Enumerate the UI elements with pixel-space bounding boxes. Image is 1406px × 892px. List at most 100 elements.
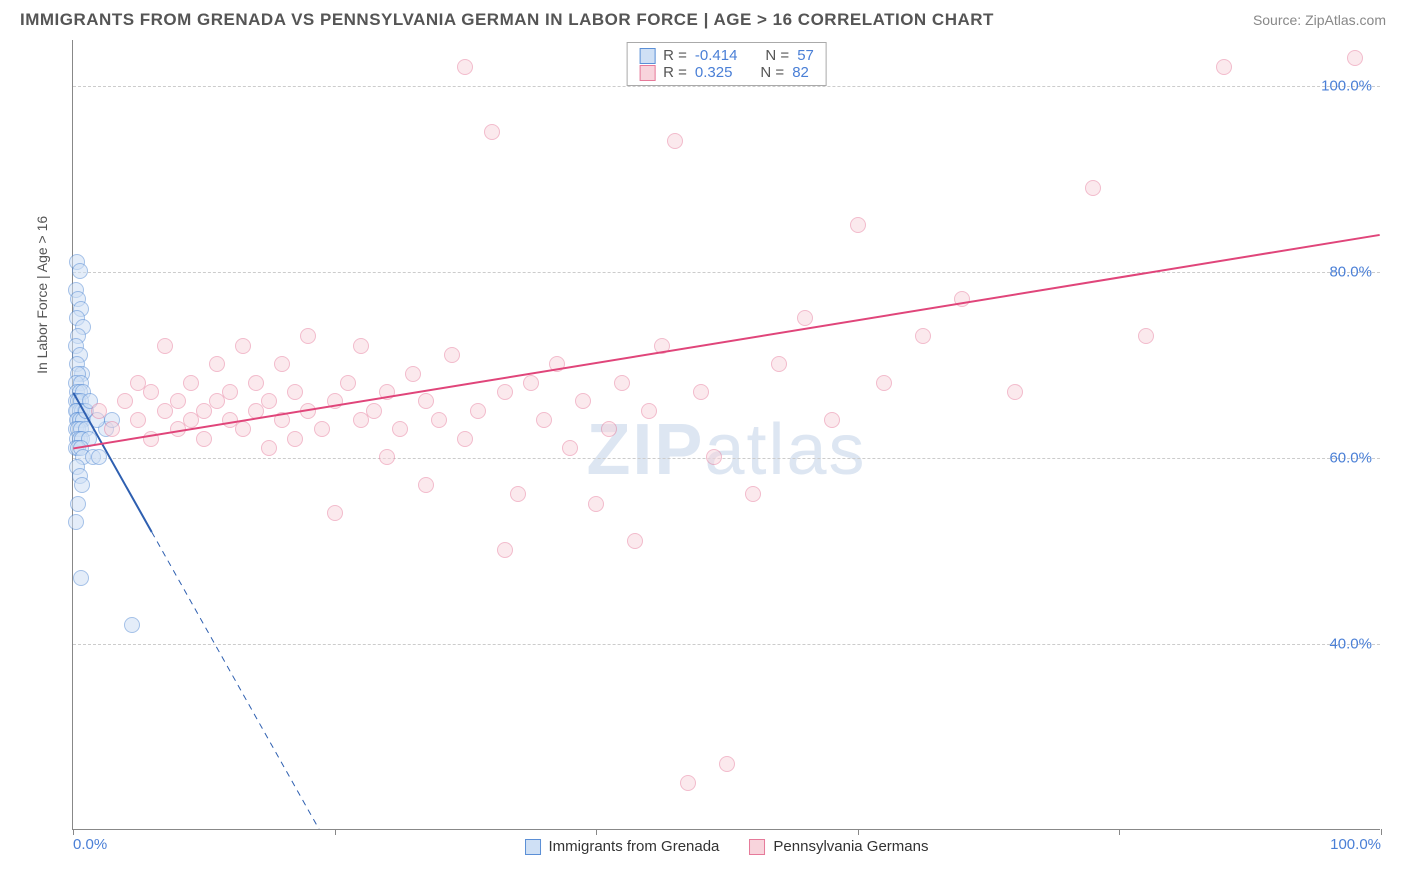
data-point [627, 533, 643, 549]
data-point [91, 403, 107, 419]
data-point [680, 775, 696, 791]
correlation-legend: R = -0.414 N = 57R = 0.325 N = 82 [626, 42, 827, 86]
stat-label: R = [663, 64, 687, 81]
data-point [1085, 180, 1101, 196]
data-point [287, 384, 303, 400]
data-point [1216, 59, 1232, 75]
data-point [74, 477, 90, 493]
data-point [706, 449, 722, 465]
legend-label: Immigrants from Grenada [549, 838, 720, 855]
data-point [850, 217, 866, 233]
data-point [470, 403, 486, 419]
data-point [72, 263, 88, 279]
data-point [170, 393, 186, 409]
data-point [353, 338, 369, 354]
y-tick-label: 40.0% [1329, 636, 1372, 653]
x-tick-label: 100.0% [1330, 836, 1381, 853]
data-point [614, 375, 630, 391]
data-point [327, 505, 343, 521]
data-point [235, 421, 251, 437]
regression-lines [73, 40, 1380, 829]
gridline [73, 458, 1380, 459]
data-point [824, 412, 840, 428]
y-tick-label: 100.0% [1321, 78, 1372, 95]
data-point [549, 356, 565, 372]
data-point [68, 514, 84, 530]
data-point [575, 393, 591, 409]
stat-label: N = [765, 47, 789, 64]
data-point [340, 375, 356, 391]
data-point [510, 486, 526, 502]
data-point [124, 617, 140, 633]
data-point [70, 496, 86, 512]
data-point [143, 431, 159, 447]
r-value: -0.414 [695, 47, 738, 64]
stat-label: R = [663, 47, 687, 64]
legend-swatch [749, 839, 765, 855]
data-point [379, 449, 395, 465]
legend-item: Pennsylvania Germans [749, 838, 928, 855]
source-attribution: Source: ZipAtlas.com [1253, 12, 1386, 28]
x-tick-mark [1119, 829, 1120, 835]
data-point [209, 356, 225, 372]
chart-container: In Labor Force | Age > 16 ZIPatlas R = -… [50, 40, 1380, 850]
data-point [562, 440, 578, 456]
data-point [143, 384, 159, 400]
data-point [300, 403, 316, 419]
x-tick-mark [858, 829, 859, 835]
data-point [693, 384, 709, 400]
data-point [497, 542, 513, 558]
data-point [248, 375, 264, 391]
data-point [405, 366, 421, 382]
r-value: 0.325 [695, 64, 733, 81]
data-point [876, 375, 892, 391]
data-point [73, 570, 89, 586]
data-point [523, 375, 539, 391]
data-point [797, 310, 813, 326]
chart-title: IMMIGRANTS FROM GRENADA VS PENNSYLVANIA … [20, 10, 994, 30]
legend-item: Immigrants from Grenada [525, 838, 720, 855]
data-point [444, 347, 460, 363]
data-point [641, 403, 657, 419]
y-tick-label: 60.0% [1329, 450, 1372, 467]
legend-stat-row: R = -0.414 N = 57 [639, 47, 814, 64]
legend-swatch [525, 839, 541, 855]
data-point [261, 440, 277, 456]
data-point [392, 421, 408, 437]
data-point [379, 384, 395, 400]
data-point [654, 338, 670, 354]
n-value: 82 [792, 64, 809, 81]
data-point [183, 375, 199, 391]
plot-area: ZIPatlas R = -0.414N = 57R = 0.325N = 82… [72, 40, 1380, 830]
data-point [130, 412, 146, 428]
data-point [667, 133, 683, 149]
data-point [418, 393, 434, 409]
data-point [431, 412, 447, 428]
x-tick-mark [596, 829, 597, 835]
x-tick-label: 0.0% [73, 836, 107, 853]
x-tick-mark [1381, 829, 1382, 835]
legend-swatch [639, 48, 655, 64]
data-point [484, 124, 500, 140]
data-point [104, 421, 120, 437]
data-point [745, 486, 761, 502]
gridline [73, 644, 1380, 645]
data-point [1347, 50, 1363, 66]
data-point [314, 421, 330, 437]
series-legend: Immigrants from Grenada Pennsylvania Germ… [525, 838, 929, 855]
data-point [196, 431, 212, 447]
data-point [366, 403, 382, 419]
data-point [457, 431, 473, 447]
data-point [300, 328, 316, 344]
data-point [222, 384, 238, 400]
data-point [1138, 328, 1154, 344]
data-point [954, 291, 970, 307]
data-point [261, 393, 277, 409]
data-point [457, 59, 473, 75]
data-point [536, 412, 552, 428]
data-point [287, 431, 303, 447]
gridline [73, 272, 1380, 273]
n-value: 57 [797, 47, 814, 64]
y-axis-label: In Labor Force | Age > 16 [34, 216, 50, 374]
data-point [327, 393, 343, 409]
